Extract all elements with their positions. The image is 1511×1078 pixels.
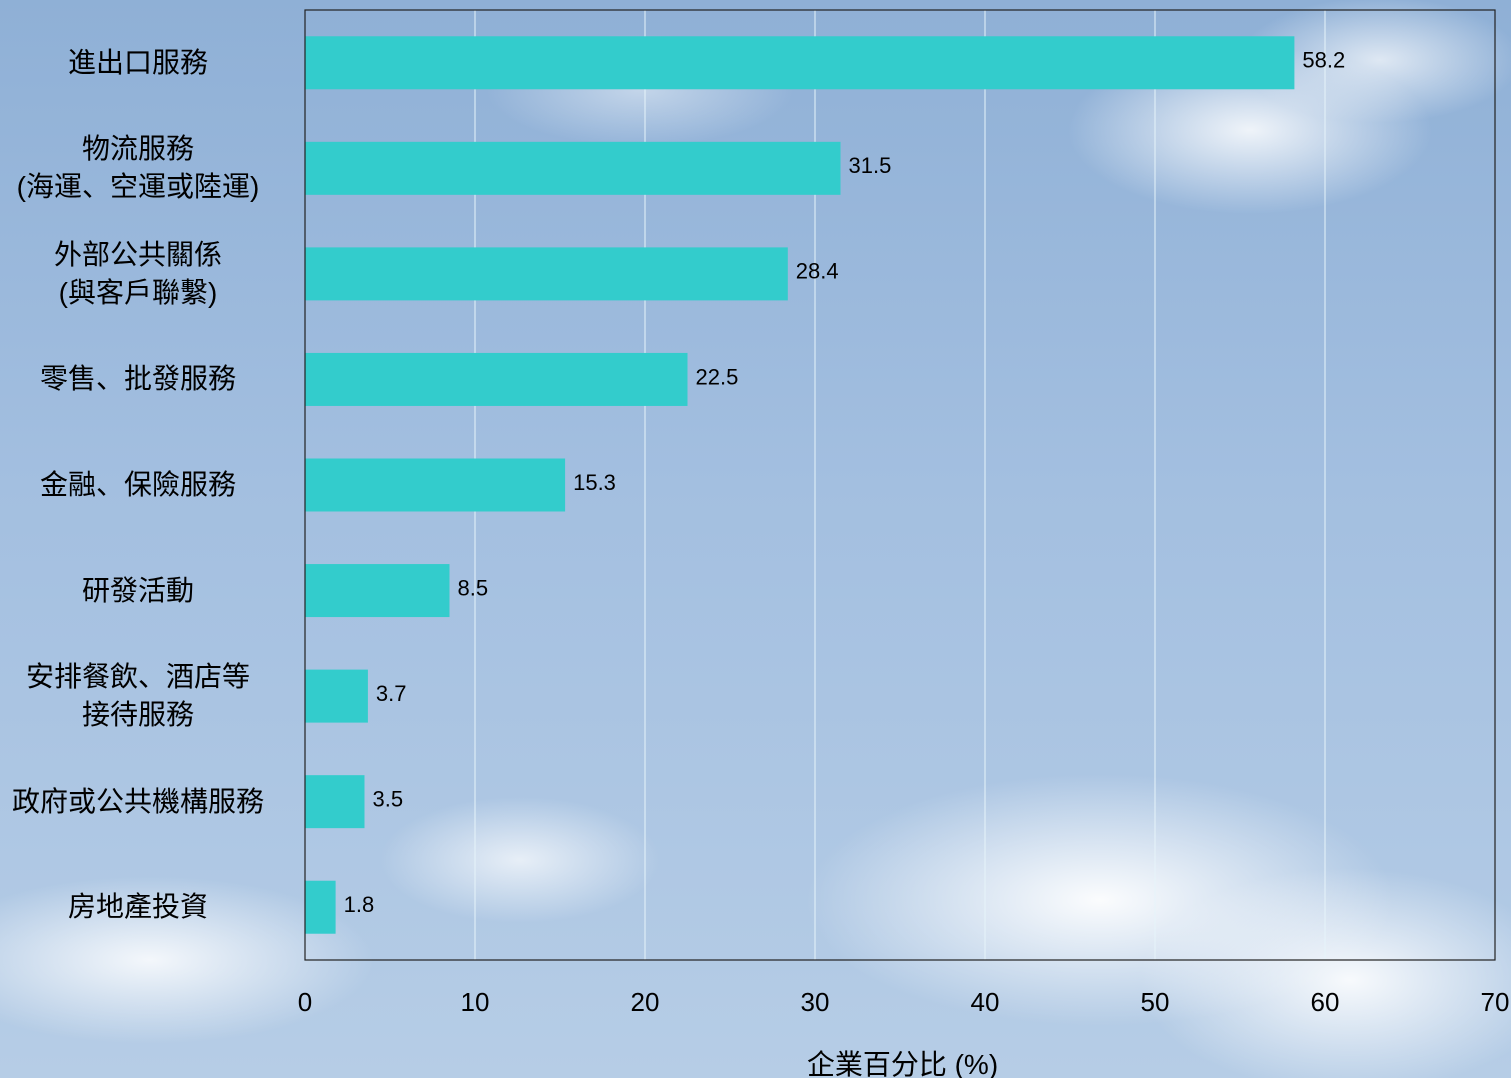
bar xyxy=(305,458,566,512)
value-label: 31.5 xyxy=(849,153,892,178)
y-tick-label: 政府或公共機構服務 xyxy=(11,785,264,817)
bar xyxy=(305,247,788,301)
x-tick-label: 60 xyxy=(1311,987,1340,1017)
value-label: 22.5 xyxy=(696,364,739,389)
bar xyxy=(305,775,365,829)
x-tick-label: 70 xyxy=(1481,987,1510,1017)
value-label: 15.3 xyxy=(573,470,616,495)
value-label: 3.7 xyxy=(376,681,407,706)
bar xyxy=(305,564,450,618)
bar xyxy=(305,36,1295,90)
x-tick-label: 10 xyxy=(461,987,490,1017)
x-tick-label: 40 xyxy=(971,987,1000,1017)
y-tick-label: 研發活動 xyxy=(81,574,194,606)
plot-border xyxy=(304,9,1496,961)
y-tick-label: 物流服務 (海運、空運或陸運) xyxy=(16,133,260,203)
bar xyxy=(305,141,841,195)
bar xyxy=(305,669,368,723)
y-tick-label: 房地產投資 xyxy=(67,891,208,923)
x-tick-label: 20 xyxy=(631,987,660,1017)
y-tick-label: 零售、批發服務 xyxy=(39,363,236,395)
y-tick-label: 金融、保險服務 xyxy=(39,469,236,500)
value-label: 8.5 xyxy=(458,575,489,600)
bar xyxy=(305,352,688,406)
value-label: 28.4 xyxy=(796,259,839,284)
x-tick-label: 50 xyxy=(1141,987,1170,1017)
x-axis-title: 企業百分比 (%) xyxy=(806,1049,999,1078)
value-label: 1.8 xyxy=(344,892,375,917)
x-tick-label: 30 xyxy=(801,987,830,1017)
x-tick-label: 0 xyxy=(298,987,312,1017)
y-tick-label: 外部公共關係 (與客戶聯繫) xyxy=(53,238,222,308)
value-label: 58.2 xyxy=(1302,48,1345,73)
bar xyxy=(305,880,336,934)
y-tick-label: 進出口服務 xyxy=(67,46,208,78)
value-label: 3.5 xyxy=(373,786,404,811)
y-tick-label: 安排餐飲、酒店等 接待服務 xyxy=(25,661,250,731)
